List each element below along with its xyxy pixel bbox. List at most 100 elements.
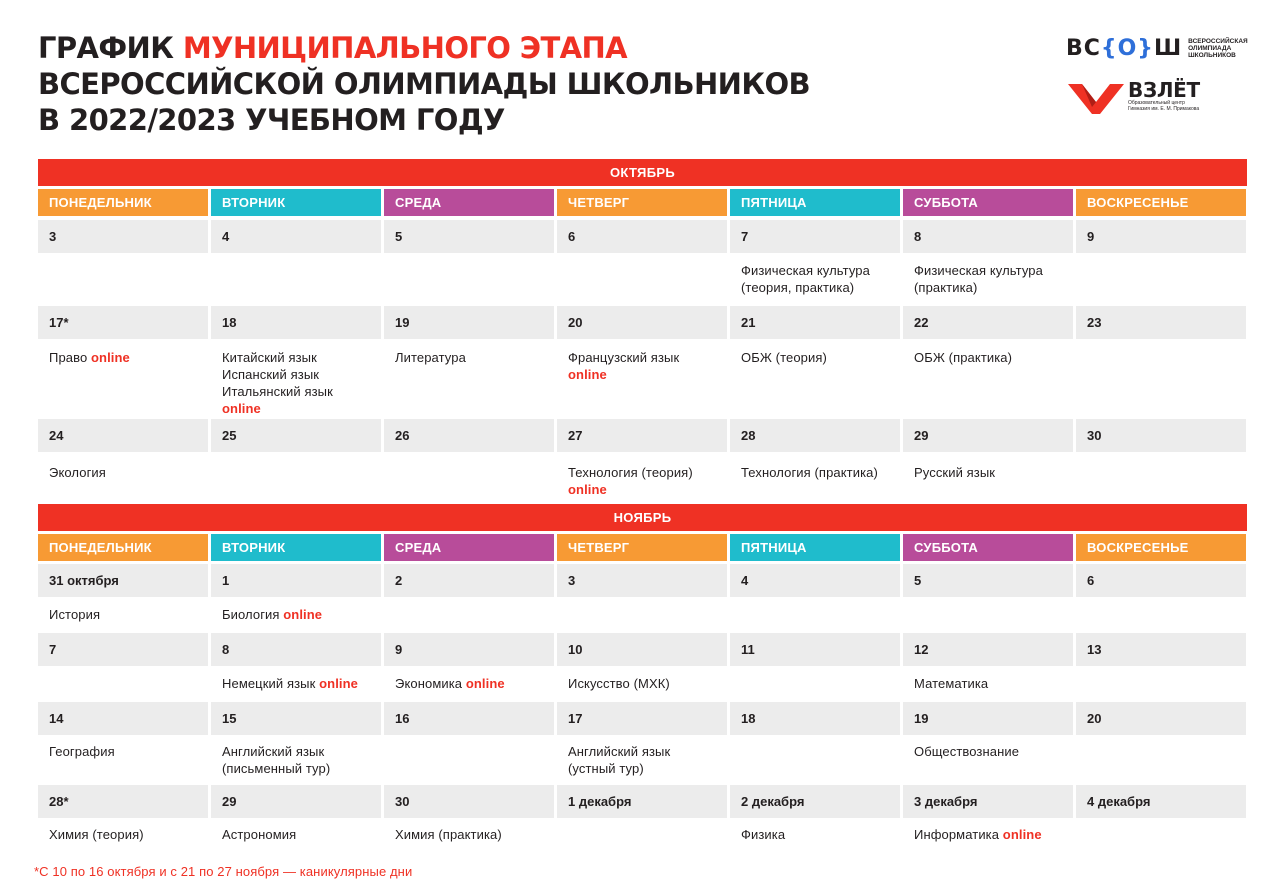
subject-cell: История <box>38 606 208 623</box>
subject-name: Итальянский язык <box>222 384 333 399</box>
date-cell: 14 <box>38 702 208 735</box>
subject-cell: Физическая культура (теория, практика) <box>730 262 900 296</box>
date-cell: 5 <box>903 564 1073 597</box>
subject-cell: Физика <box>730 826 900 843</box>
subject-line: Физическая культура <box>741 262 900 279</box>
subject-name: ОБЖ (практика) <box>914 350 1013 365</box>
subject-name: Физика <box>741 827 786 842</box>
date-cell: 17 <box>557 702 727 735</box>
weekday-header: ПОНЕДЕЛЬНИК <box>38 534 208 561</box>
subject-name: История <box>49 607 101 622</box>
subject-name: (теория, практика) <box>741 280 855 295</box>
subject-name: Китайский язык <box>222 350 317 365</box>
subject-line: ОБЖ (практика) <box>914 349 1073 366</box>
subject-name: Астрономия <box>222 827 297 842</box>
month-header: НОЯБРЬ <box>38 504 1247 531</box>
online-tag: online <box>319 676 358 691</box>
date-cell: 6 <box>557 220 727 253</box>
subject-name: Биология <box>222 607 284 622</box>
subject-line: Экология <box>49 464 208 481</box>
subject-name: Французский язык <box>568 350 680 365</box>
subject-line: Французский язык <box>568 349 727 366</box>
date-cell: 30 <box>384 785 554 818</box>
subject-line: Право online <box>49 349 208 366</box>
online-tag: online <box>222 401 261 416</box>
date-cell: 10 <box>557 633 727 666</box>
date-cell: 3 <box>38 220 208 253</box>
weekday-header: ВТОРНИК <box>211 534 381 561</box>
subject-cell: Искусство (МХК) <box>557 675 727 692</box>
subject-line: Испанский язык <box>222 366 381 383</box>
date-cell: 24 <box>38 419 208 452</box>
vzlet-check-icon <box>1068 84 1124 114</box>
subject-name: Искусство (МХК) <box>568 676 670 691</box>
date-cell: 1 <box>211 564 381 597</box>
date-cell: 28* <box>38 785 208 818</box>
date-cell: 28 <box>730 419 900 452</box>
online-tag: online <box>283 607 323 622</box>
subject-cell: ОБЖ (практика) <box>903 349 1073 366</box>
date-cell: 19 <box>384 306 554 339</box>
date-cell: 18 <box>730 702 900 735</box>
weekday-header: ВТОРНИК <box>211 189 381 216</box>
subject-cell: Английский язык (письменный тур) <box>211 743 381 777</box>
subject-line: (устный тур) <box>568 760 727 777</box>
subject-cell: Технология (практика) <box>730 464 900 481</box>
weekday-header: ЧЕТВЕРГ <box>557 534 727 561</box>
weekday-header: ПЯТНИЦА <box>730 534 900 561</box>
subject-cell: Русский язык <box>903 464 1073 481</box>
subject-name: Математика <box>914 676 989 691</box>
subject-line: Искусство (МХК) <box>568 675 727 692</box>
date-cell: 20 <box>1076 702 1246 735</box>
date-cell: 4 декабря <box>1076 785 1246 818</box>
page-title: ГРАФИК МУНИЦИПАЛЬНОГО ЭТАПА ВСЕРОССИЙСКО… <box>38 30 811 138</box>
subject-line: История <box>49 606 208 623</box>
vsosh-word-left: ВС <box>1066 36 1101 61</box>
title-prefix: ГРАФИК <box>38 31 183 65</box>
subject-name: География <box>49 744 115 759</box>
subject-name: Информатика <box>914 827 1003 842</box>
online-tag: online <box>465 676 505 691</box>
date-cell: 29 <box>211 785 381 818</box>
subject-name: Русский язык <box>914 465 996 480</box>
subject-name: Экономика <box>395 676 466 691</box>
title-line-3: В 2022/2023 УЧЕБНОМ ГОДУ <box>38 103 505 137</box>
subject-cell: Химия (теория) <box>38 826 208 843</box>
month-header: ОКТЯБРЬ <box>38 159 1247 186</box>
subject-name: Технология (практика) <box>741 465 878 480</box>
subject-line: (письменный тур) <box>222 760 381 777</box>
title-line-1: ГРАФИК МУНИЦИПАЛЬНОГО ЭТАПА <box>38 30 810 66</box>
subject-name: Химия (теория) <box>49 827 144 842</box>
date-cell: 1 декабря <box>557 785 727 818</box>
subject-line: Биология online <box>222 606 381 623</box>
subject-name: (практика) <box>914 280 978 295</box>
subject-cell: Французский язык online <box>557 349 727 383</box>
date-cell: 27 <box>557 419 727 452</box>
date-cell: 4 <box>730 564 900 597</box>
subject-cell: Биология online <box>211 606 381 623</box>
date-cell: 17* <box>38 306 208 339</box>
subject-name: Обществознание <box>914 744 1020 759</box>
subject-line: География <box>49 743 208 760</box>
subject-line: Английский язык <box>568 743 727 760</box>
subject-cell: Технология (теория) online <box>557 464 727 498</box>
date-cell: 3 <box>557 564 727 597</box>
subject-line: Физика <box>741 826 900 843</box>
date-cell: 2 <box>384 564 554 597</box>
date-cell: 9 <box>1076 220 1246 253</box>
date-cell: 8 <box>903 220 1073 253</box>
subject-name: Английский язык <box>568 744 671 759</box>
date-cell: 19 <box>903 702 1073 735</box>
subject-cell: Экономика online <box>384 675 554 692</box>
date-cell: 5 <box>384 220 554 253</box>
subject-line: online <box>222 400 381 417</box>
vsosh-word-right: Ш <box>1153 36 1183 61</box>
subject-name: Право <box>49 350 92 365</box>
vsosh-word-mid: {О} <box>1100 36 1154 61</box>
date-cell: 16 <box>384 702 554 735</box>
subject-line: online <box>568 481 727 498</box>
subject-name: Физическая культура <box>741 263 870 278</box>
subject-line: Итальянский язык <box>222 383 381 400</box>
date-cell: 25 <box>211 419 381 452</box>
subject-line: Русский язык <box>914 464 1073 481</box>
